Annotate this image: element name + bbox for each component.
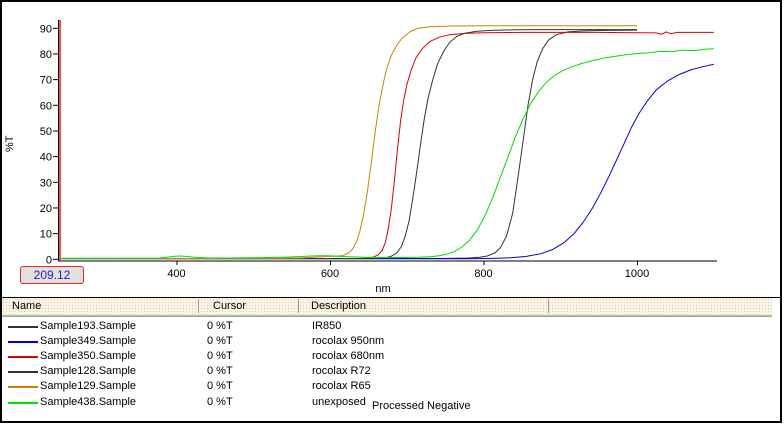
trace-rocolax-r65: [61, 25, 637, 259]
table-row[interactable]: Sample193.Sample 0 %T IR850: [2, 319, 772, 334]
y-tick-label: 10: [40, 229, 52, 241]
sample-name: Sample193.Sample: [40, 319, 137, 332]
y-tick-label: 70: [40, 75, 52, 87]
y-tick-label: 60: [40, 100, 52, 112]
table-row[interactable]: Sample349.Sample 0 %T rocolax 950nm: [2, 334, 772, 349]
column-separator[interactable]: [548, 299, 549, 313]
legend-table-header: Name Cursor Description: [2, 298, 772, 315]
cursor-value: 0 %T: [207, 349, 233, 362]
table-row[interactable]: Sample128.Sample 0 %T rocolax R72: [2, 364, 772, 379]
trace-rocolax-r72: [61, 29, 637, 259]
y-tick-label: 90: [40, 23, 52, 35]
sample-name: Sample350.Sample: [40, 349, 137, 362]
trace-ir850: [61, 29, 638, 259]
cursor-value: 0 %T: [207, 365, 233, 378]
sample-description: unexposed: [312, 395, 366, 408]
sample-description: rocolax 680nm: [312, 349, 385, 362]
panel-divider: [0, 297, 780, 298]
sample-description: rocolax R72: [312, 365, 371, 378]
cursor-value: 0 %T: [207, 334, 233, 347]
series-color-swatch: [8, 325, 38, 328]
y-tick-label: 50: [40, 126, 52, 138]
sample-description: rocolax R65: [312, 380, 371, 393]
x-axis-title: nm: [375, 283, 391, 295]
sample-name: Sample129.Sample: [40, 380, 137, 393]
series-color-swatch: [8, 355, 38, 358]
y-tick-label: 80: [40, 49, 52, 61]
y-tick-label: 40: [40, 152, 52, 164]
trace-rocolax-950nm: [61, 63, 714, 260]
series-color-swatch: [8, 386, 38, 389]
sample-name: Sample438.Sample: [40, 395, 137, 408]
sample-description: rocolax 950nm: [312, 334, 385, 347]
spectrum-plot-area[interactable]: 0 10 20 30 40 50 60 70 80 90 400 600 800 1000: [0, 0, 784, 297]
x-tick-label: 1000: [625, 268, 649, 280]
sample-description: IR850: [312, 319, 342, 332]
trace-unexposed: [61, 48, 714, 259]
column-header-cursor[interactable]: Cursor: [213, 300, 247, 312]
table-row[interactable]: Sample438.Sample 0 %T unexposed: [2, 395, 772, 410]
table-row[interactable]: Sample129.Sample 0 %T rocolax R65: [2, 379, 772, 394]
cursor-value: 0 %T: [207, 319, 233, 332]
cursor-position-readout[interactable]: 209.12: [20, 266, 84, 284]
column-separator[interactable]: [198, 299, 199, 313]
x-tick-label: 600: [321, 268, 339, 280]
y-axis-title: %T: [4, 135, 16, 153]
processed-negative-annotation[interactable]: Processed Negative: [372, 400, 471, 412]
table-row[interactable]: Sample350.Sample 0 %T rocolax 680nm: [2, 349, 772, 364]
x-tick-label: 800: [474, 268, 492, 280]
x-tick-label: 400: [167, 268, 185, 280]
cursor-value: 0 %T: [207, 395, 233, 408]
column-separator[interactable]: [298, 299, 299, 313]
series-color-swatch: [8, 340, 38, 343]
series-color-swatch: [8, 371, 38, 374]
cursor-value: 0 %T: [207, 380, 233, 393]
column-header-description[interactable]: Description: [311, 300, 367, 312]
series-color-swatch: [8, 401, 38, 404]
sample-name: Sample349.Sample: [40, 334, 137, 347]
sample-name: Sample128.Sample: [40, 365, 137, 378]
y-tick-label: 0: [46, 254, 52, 266]
header-bottom-edge: [2, 315, 772, 317]
y-tick-label: 30: [40, 177, 52, 189]
y-tick-label: 20: [40, 203, 52, 215]
column-header-name[interactable]: Name: [12, 300, 42, 312]
